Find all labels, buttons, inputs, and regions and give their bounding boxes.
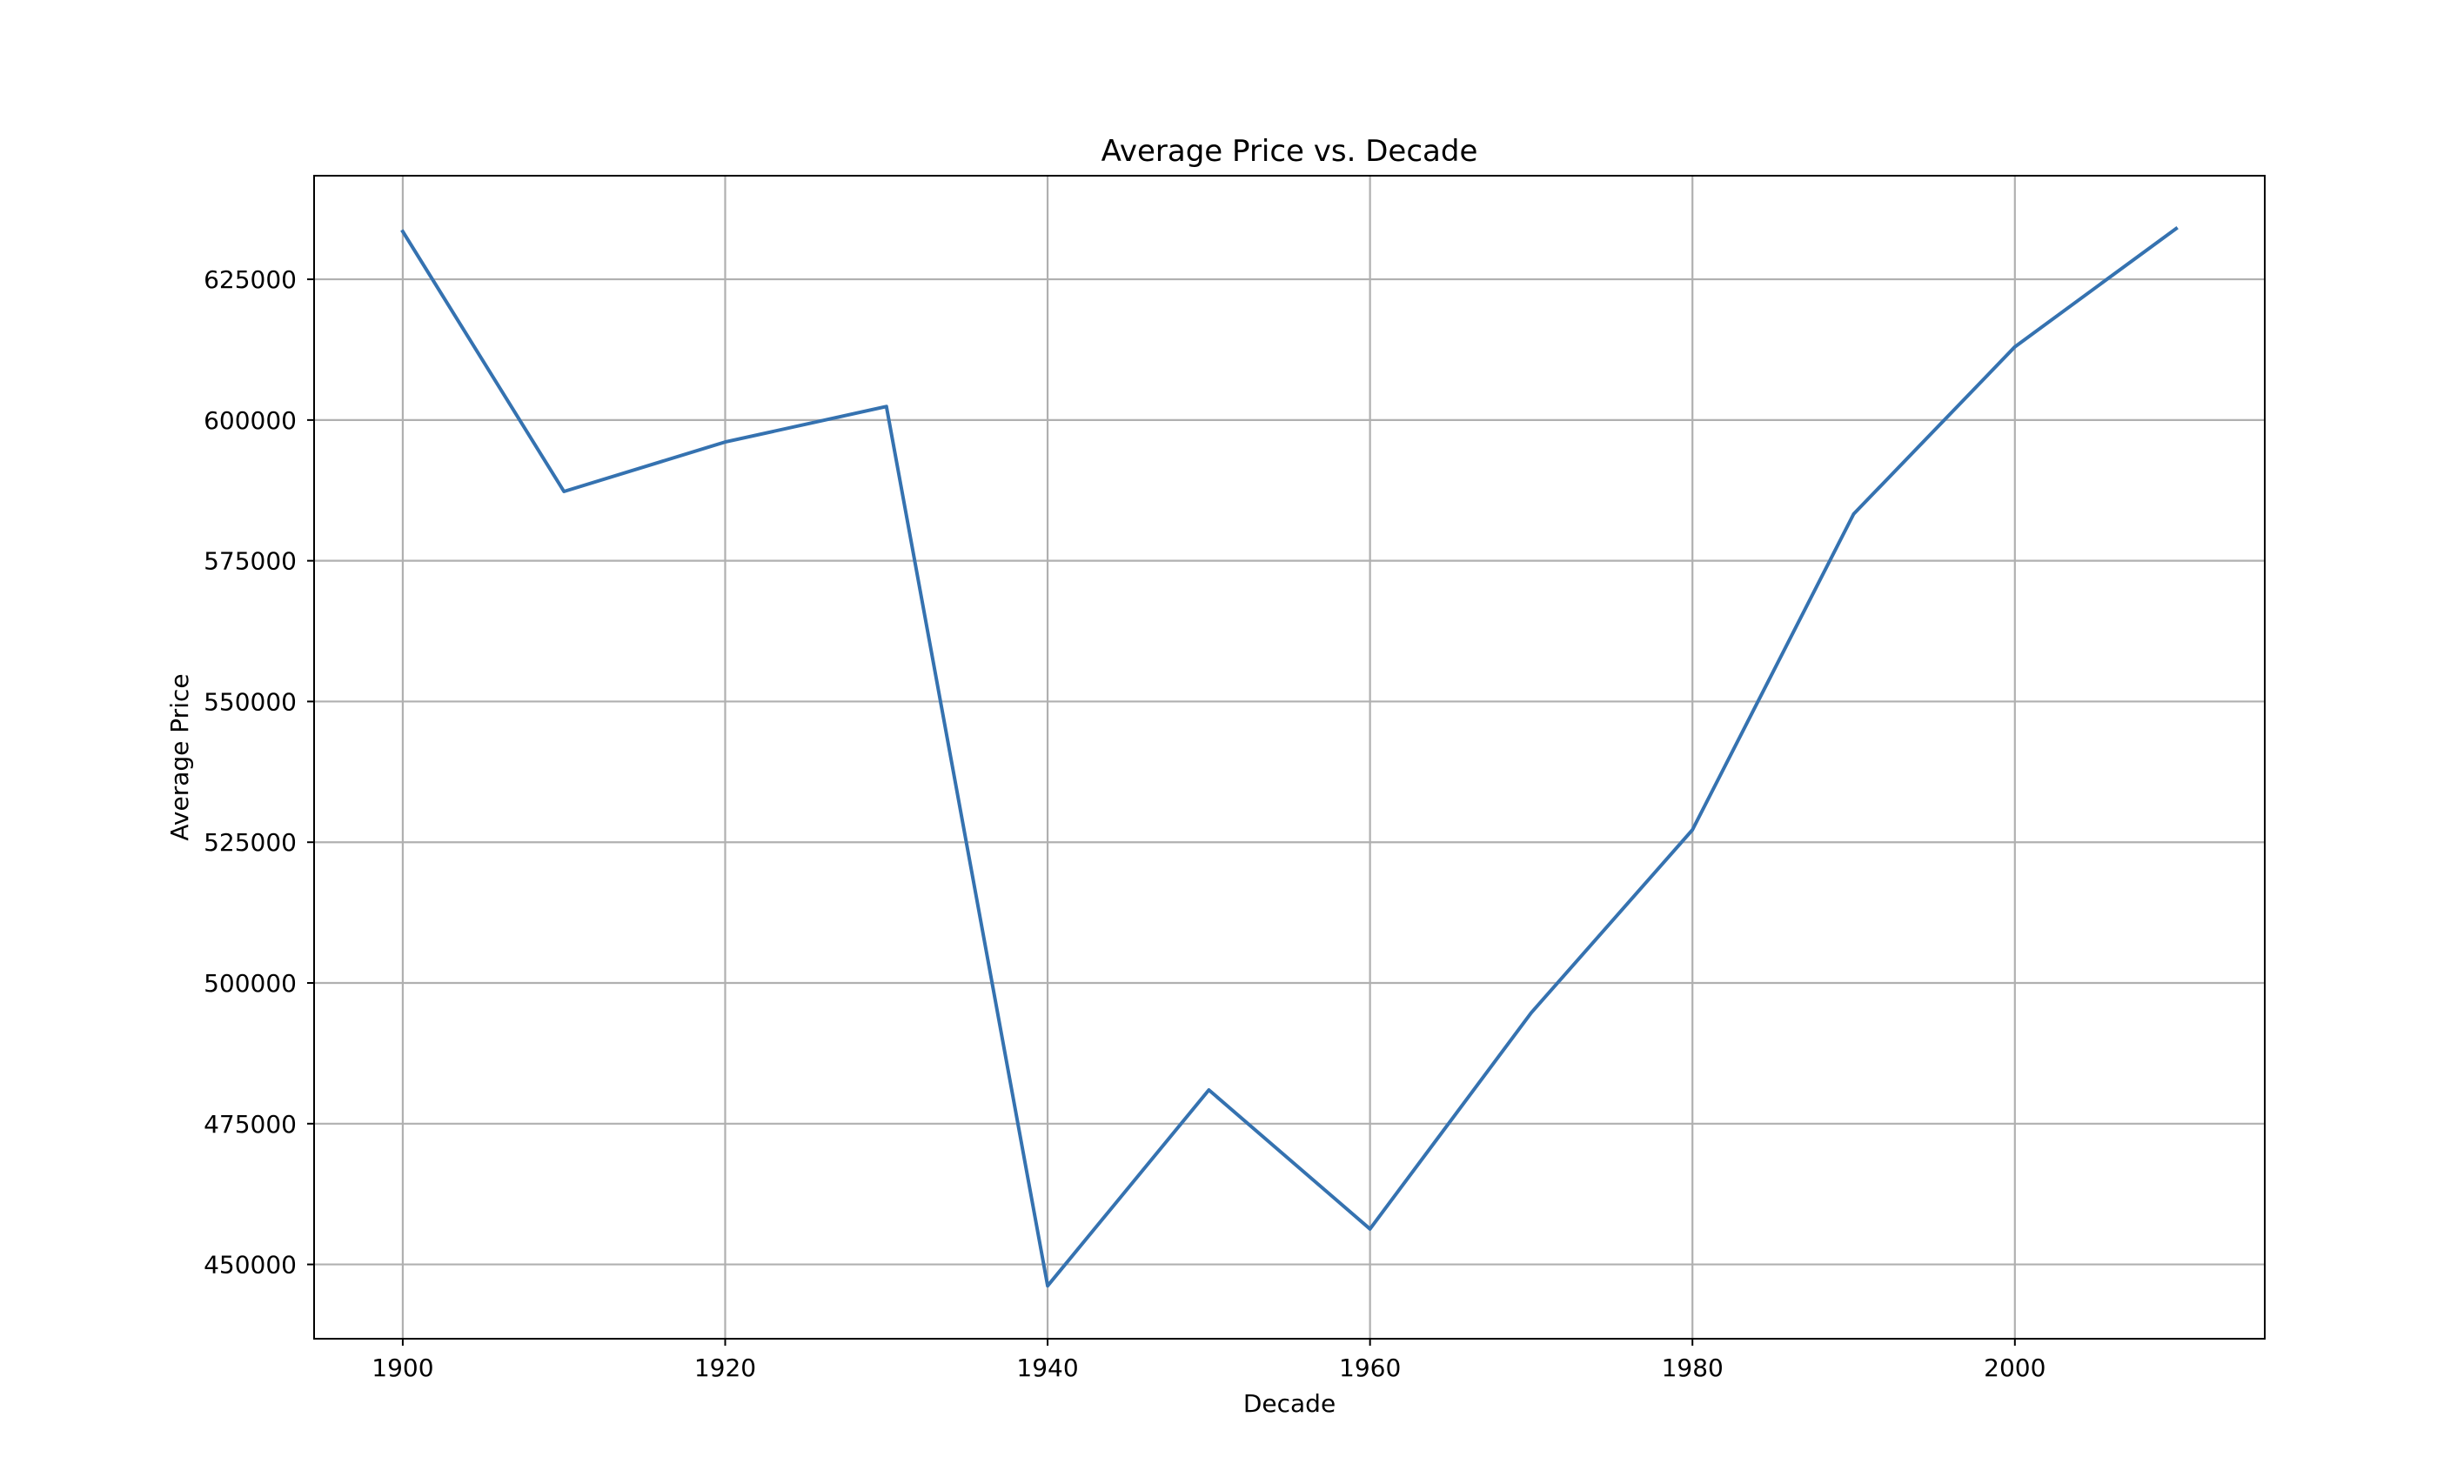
series-layer	[400, 226, 2179, 1288]
tick-layer: 1900 1920 1940 1960 1980 2000 450000 475000 5000…	[204, 265, 2046, 1382]
label-layer: Average Price vs. Decade Decade Average …	[165, 134, 1477, 1418]
x-axis-label: Decade	[1243, 1389, 1336, 1418]
x-tick-label: 2000	[1984, 1354, 2046, 1382]
grid-layer	[314, 176, 2265, 1339]
x-tick-label: 1960	[1339, 1354, 1401, 1382]
x-tick-label: 1900	[372, 1354, 433, 1382]
x-tick-label: 1980	[1662, 1354, 1724, 1382]
y-tick-label: 475000	[204, 1110, 297, 1139]
y-tick-label: 525000	[204, 828, 297, 857]
y-axis-label: Average Price	[165, 673, 194, 840]
series-line	[400, 226, 2179, 1288]
plot-area-frame	[313, 175, 2266, 1340]
x-tick-label: 1920	[694, 1354, 756, 1382]
y-tick-label: 550000	[204, 687, 297, 716]
y-tick-label: 625000	[204, 265, 297, 294]
y-tick-label: 575000	[204, 547, 297, 576]
chart-title: Average Price vs. Decade	[1101, 134, 1478, 169]
x-tick-label: 1940	[1016, 1354, 1078, 1382]
y-tick-label: 500000	[204, 969, 297, 998]
y-tick-label: 450000	[204, 1251, 297, 1280]
y-tick-label: 600000	[204, 406, 297, 435]
